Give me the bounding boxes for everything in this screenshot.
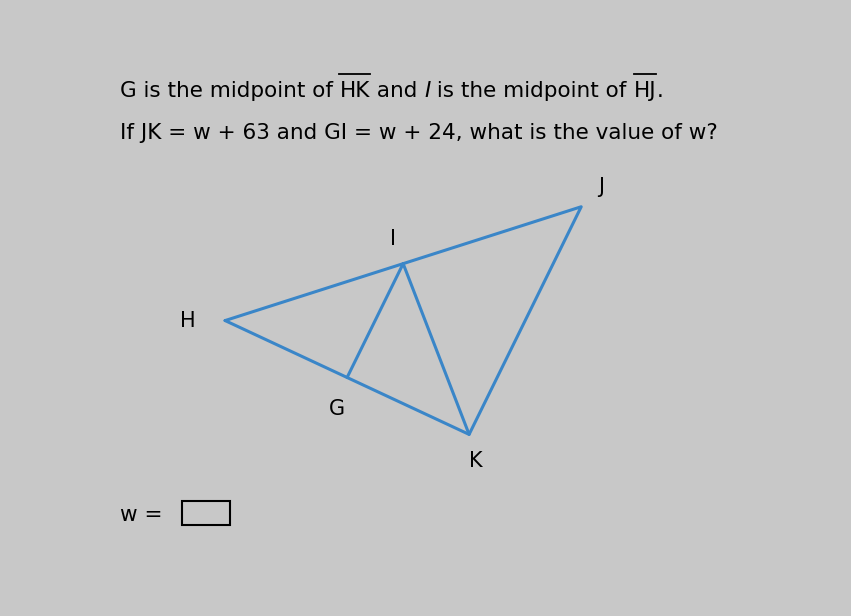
Text: and: and — [370, 81, 424, 100]
Text: I: I — [424, 81, 431, 100]
Text: HJ: HJ — [634, 81, 656, 100]
Text: K: K — [469, 451, 483, 471]
Text: G: G — [329, 399, 346, 419]
Text: w =: w = — [119, 505, 169, 525]
Text: H: H — [180, 310, 196, 331]
Text: is the midpoint of: is the midpoint of — [431, 81, 634, 100]
Text: If JK = w + 63 and GI = w + 24, what is the value of w?: If JK = w + 63 and GI = w + 24, what is … — [119, 123, 717, 143]
Text: J: J — [597, 177, 603, 197]
Text: .: . — [656, 81, 663, 100]
Text: HK: HK — [340, 81, 370, 100]
FancyBboxPatch shape — [182, 501, 230, 525]
Text: I: I — [391, 229, 397, 249]
Text: G is the midpoint of: G is the midpoint of — [119, 81, 340, 100]
